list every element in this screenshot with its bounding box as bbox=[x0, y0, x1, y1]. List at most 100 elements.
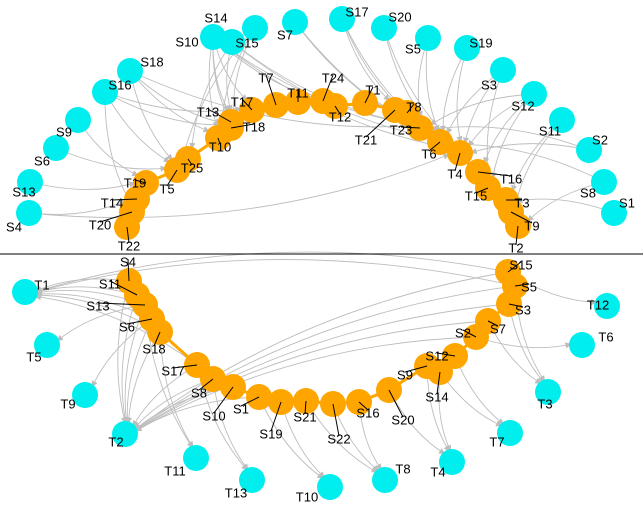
leader-bottom-S18 bbox=[153, 331, 161, 347]
node-top-outer-S16[interactable] bbox=[92, 79, 118, 105]
node-bottom-outer-T5[interactable] bbox=[34, 332, 60, 358]
edge-top-S6-T5 bbox=[55, 147, 167, 172]
leader-top-T22 bbox=[126, 226, 130, 244]
leader-bottom-S6 bbox=[126, 318, 153, 325]
label-top-S18: S18 bbox=[140, 54, 163, 69]
node-bottom-outer-T7[interactable] bbox=[497, 420, 523, 446]
label-top-S19: S19 bbox=[469, 35, 492, 50]
node-bottom-outer-T12[interactable] bbox=[594, 293, 620, 319]
node-top-outer-S20[interactable] bbox=[371, 15, 397, 41]
leader-bottom-S22 bbox=[332, 403, 340, 437]
node-bottom-outer-T9[interactable] bbox=[72, 382, 98, 408]
label-top-S6: S6 bbox=[34, 153, 50, 168]
label-bottom-T6: T6 bbox=[598, 329, 613, 344]
node-bottom-outer-T1[interactable] bbox=[12, 279, 38, 305]
label-bottom-S9: S9 bbox=[397, 367, 413, 382]
leader-top-T20 bbox=[99, 211, 133, 223]
label-top-S8: S8 bbox=[580, 185, 596, 200]
node-top-outer-S11[interactable] bbox=[549, 107, 575, 133]
edge-bottom-S2-T2 bbox=[135, 336, 477, 432]
leader-top-T5 bbox=[166, 169, 178, 187]
label-bottom-T13: T13 bbox=[225, 485, 247, 500]
node-bottom-outer-T4[interactable] bbox=[439, 449, 465, 475]
leader-bottom-S21 bbox=[304, 400, 307, 415]
label-top-T17: T17 bbox=[231, 94, 253, 109]
label-top-S13: S13 bbox=[12, 184, 35, 199]
leader-bottom-S17 bbox=[172, 364, 198, 369]
leader-bottom-S3 bbox=[508, 303, 524, 308]
edge-bottom-S7-T2 bbox=[134, 320, 489, 432]
node-bottom-outer-T8[interactable] bbox=[372, 467, 398, 493]
label-top-T5: T5 bbox=[159, 181, 174, 196]
label-top-T12: T12 bbox=[329, 109, 351, 124]
label-top-T24: T24 bbox=[322, 70, 344, 85]
leader-bottom-S9 bbox=[404, 365, 428, 373]
label-top-T13: T13 bbox=[197, 104, 219, 119]
node-bottom-outer-T6[interactable] bbox=[569, 332, 595, 358]
label-top-S7: S7 bbox=[277, 27, 293, 42]
edge-top-S13-T19 bbox=[29, 181, 136, 190]
leader-top-T14 bbox=[111, 198, 138, 201]
node-top-outer-S15[interactable] bbox=[219, 29, 245, 55]
node-top-outer-S3[interactable] bbox=[490, 57, 516, 83]
label-bottom-S20: S20 bbox=[391, 412, 414, 427]
node-top-outer-S9[interactable] bbox=[65, 107, 91, 133]
label-bottom-T5: T5 bbox=[26, 349, 41, 364]
edge-top-S5-T6 bbox=[425, 37, 440, 132]
leader-bottom-S7 bbox=[487, 320, 499, 327]
node-bottom-outer-T11[interactable] bbox=[183, 445, 209, 471]
label-bottom-S11: S11 bbox=[99, 276, 121, 291]
label-bottom-S4: S4 bbox=[120, 254, 136, 269]
node-bottom-outer-T10[interactable] bbox=[317, 474, 343, 500]
node-top-outer-S17[interactable] bbox=[329, 6, 355, 32]
leader-top-T10 bbox=[217, 137, 221, 145]
label-bottom-S14: S14 bbox=[425, 389, 448, 404]
node-top-outer-S14[interactable] bbox=[242, 15, 268, 41]
leader-top-T25 bbox=[187, 158, 193, 166]
node-top-outer-S12[interactable] bbox=[521, 81, 547, 107]
node-top-outer-S7[interactable] bbox=[282, 9, 308, 35]
edge-top-S19-T4 bbox=[456, 47, 468, 143]
node-top-outer-S5[interactable] bbox=[415, 25, 441, 51]
leader-top-T15 bbox=[475, 187, 489, 194]
label-bottom-S21: S21 bbox=[293, 409, 316, 424]
label-top-S9: S9 bbox=[56, 124, 72, 139]
node-top-outer-S6[interactable] bbox=[43, 135, 69, 161]
leader-bottom-S2 bbox=[462, 329, 477, 338]
node-bottom-outer-T2[interactable] bbox=[112, 421, 138, 447]
node-top-outer-S4[interactable] bbox=[16, 200, 42, 226]
label-top-S16: S16 bbox=[108, 77, 131, 92]
node-top-outer-S19[interactable] bbox=[454, 35, 480, 61]
leader-bottom-S19 bbox=[270, 401, 282, 432]
label-top-S14: S14 bbox=[204, 10, 227, 25]
node-top-outer-S13[interactable] bbox=[17, 169, 43, 195]
edge-top-S15-T25 bbox=[189, 41, 233, 150]
edge-bottom-S17-T1 bbox=[34, 293, 198, 366]
edge-bottom-S5-T1 bbox=[35, 259, 516, 294]
label-top-T14: T14 bbox=[101, 195, 123, 210]
edge-bottom-S15-T2 bbox=[134, 271, 509, 431]
node-top-outer-S2[interactable] bbox=[576, 137, 602, 163]
label-bottom-S5: S5 bbox=[521, 279, 537, 294]
label-top-T23: T23 bbox=[390, 122, 412, 137]
edge-top-S1-T3 bbox=[516, 197, 615, 214]
leader-bottom-S5 bbox=[514, 283, 530, 287]
node-bottom-outer-T13[interactable] bbox=[239, 467, 265, 493]
node-bottom-outer-T3[interactable] bbox=[535, 379, 561, 405]
label-top-T11: T11 bbox=[287, 85, 308, 100]
leader-bottom-S12 bbox=[436, 352, 456, 357]
label-bottom-T2: T2 bbox=[108, 434, 123, 449]
leader-bottom-S4 bbox=[127, 258, 130, 282]
label-top-T18: T18 bbox=[243, 119, 265, 134]
node-top-inner-T18[interactable] bbox=[218, 115, 244, 141]
node-top-outer-S1[interactable] bbox=[601, 200, 627, 226]
label-top-S2: S2 bbox=[592, 132, 608, 147]
label-top-T9: T9 bbox=[524, 218, 539, 233]
node-top-outer-S8[interactable] bbox=[591, 169, 617, 195]
node-top-outer-S18[interactable] bbox=[117, 58, 143, 84]
label-top-S5: S5 bbox=[405, 41, 421, 56]
leader-top-T6 bbox=[428, 141, 441, 152]
label-top-S15: S15 bbox=[235, 35, 258, 50]
leader-bottom-S8 bbox=[198, 378, 214, 391]
label-bottom-S2: S2 bbox=[455, 325, 471, 340]
